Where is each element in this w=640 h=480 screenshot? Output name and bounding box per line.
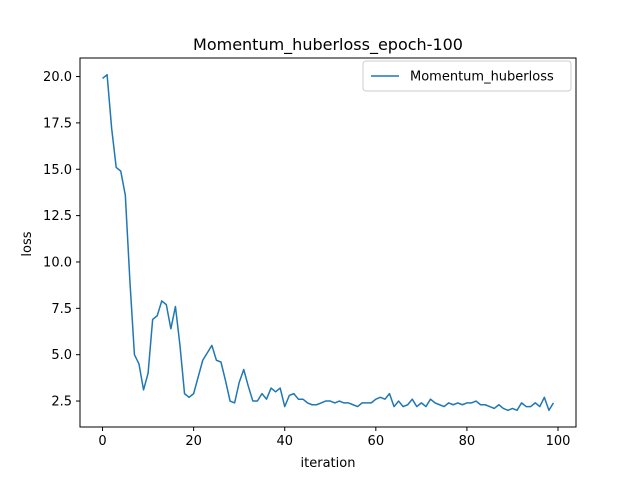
y-tick-label: 20.0 bbox=[43, 70, 72, 85]
x-axis-label: iteration bbox=[301, 456, 356, 471]
x-tick-label: 40 bbox=[276, 434, 293, 449]
x-tick-label: 20 bbox=[185, 434, 202, 449]
x-tick-label: 0 bbox=[98, 434, 106, 449]
x-tick-label: 80 bbox=[459, 434, 476, 449]
plot-area bbox=[79, 57, 577, 428]
x-axis: 0 20 40 60 80 100 bbox=[98, 427, 570, 449]
y-tick-label: 12.5 bbox=[43, 209, 72, 224]
chart-title: Momentum_huberloss_epoch-100 bbox=[193, 35, 463, 55]
x-tick-label: 100 bbox=[546, 434, 571, 449]
y-tick-label: 5.0 bbox=[51, 348, 72, 363]
y-tick-label: 2.5 bbox=[51, 395, 72, 410]
axes-frame bbox=[79, 57, 577, 428]
series-line-momentum-huberloss bbox=[102, 73, 555, 412]
y-tick-label: 10.0 bbox=[43, 255, 72, 270]
y-axis-label: loss bbox=[20, 231, 35, 256]
legend: Momentum_huberloss bbox=[362, 60, 572, 92]
x-tick-label: 60 bbox=[368, 434, 385, 449]
legend-box bbox=[362, 60, 572, 92]
y-tick-label: 15.0 bbox=[43, 163, 72, 178]
legend-entry-label: Momentum_huberloss bbox=[410, 70, 554, 85]
y-tick-label: 17.5 bbox=[43, 116, 72, 131]
y-axis: 2.5 5.0 7.5 10.0 12.5 15.0 17.5 20.0 bbox=[43, 70, 80, 410]
y-tick-label: 7.5 bbox=[51, 302, 72, 317]
